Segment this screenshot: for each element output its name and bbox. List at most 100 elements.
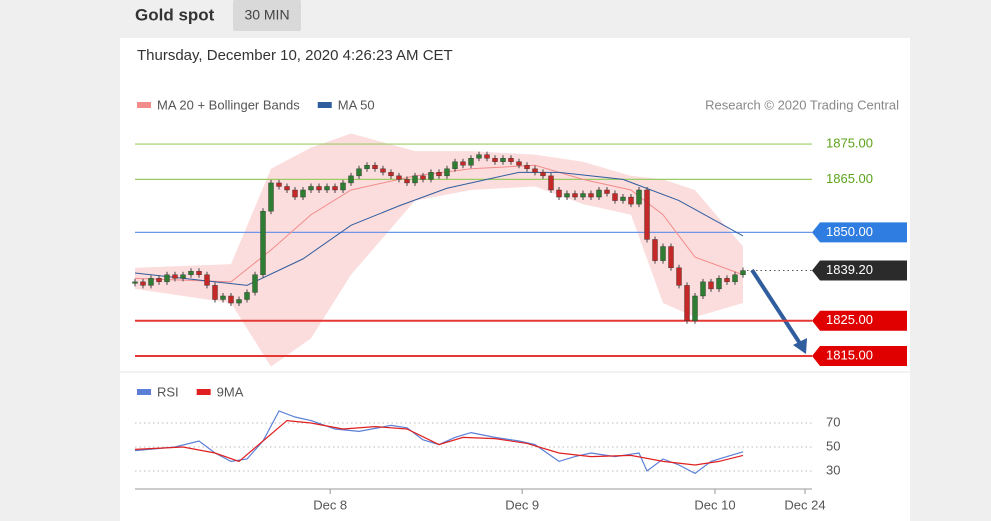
candle [204,274,210,286]
candle [412,175,418,184]
x-tick-label: Dec 24 [784,497,825,512]
candle [316,186,322,191]
level-tag [812,260,907,281]
candle [500,157,506,162]
candle [652,239,658,261]
candle [132,281,138,284]
x-tick-label: Dec 9 [505,497,539,512]
candle [332,186,338,191]
level-label: 1850.00 [826,224,873,239]
candle [252,274,258,293]
x-tick-label: Dec 10 [694,497,735,512]
level-tag [812,222,907,243]
candle [268,182,274,212]
level-label: 1875.00 [826,136,873,151]
y-tick-label: 50 [826,438,840,453]
candle [164,274,170,283]
candle [604,189,610,194]
legend-label: 9MA [217,384,244,399]
candle [140,281,146,286]
candle [540,172,546,177]
level-label: 1839.20 [826,262,873,277]
candle [676,267,682,286]
candle [236,299,242,304]
candle [644,189,650,240]
candle [740,270,746,275]
candle [588,193,594,198]
candle [172,274,178,279]
candle [308,186,314,191]
candle [460,161,466,166]
candle [220,295,226,300]
candle [700,281,706,297]
candle [508,157,514,162]
candle [468,157,474,166]
candle [572,193,578,198]
legend-swatch [196,389,211,395]
candle [716,278,722,290]
legend-swatch [137,102,151,108]
candle [188,271,194,275]
candle [484,154,490,159]
candle [260,210,266,275]
legend-swatch [137,389,151,395]
candle [148,278,154,286]
legend-label: MA 50 [338,97,375,112]
candle [732,274,738,283]
source: Research © 2020 Trading Central [705,97,899,112]
candle [564,193,570,198]
forecast-arrow [750,268,803,347]
candle [580,193,586,198]
candle [636,189,642,205]
candle [708,281,714,290]
candle [436,172,442,177]
candle [612,193,618,201]
candle [364,165,370,169]
candle [660,246,666,261]
legend-swatch [317,102,332,108]
y-tick-label: 30 [826,462,840,477]
level-label: 1825.00 [826,312,873,327]
header-title: Gold spot [135,5,215,24]
candle [348,175,354,184]
candle [372,165,378,169]
candle [516,161,522,166]
level-tag [812,346,907,367]
candle [212,285,218,300]
candle [420,175,426,180]
candle [684,285,690,321]
candle [388,172,394,177]
candle [292,189,298,198]
candle [452,161,458,169]
candle [380,168,386,173]
legend-label: RSI [157,384,179,399]
candle [404,179,410,184]
x-tick-label: Dec 8 [313,497,347,512]
candle [428,172,434,180]
candle [444,168,450,177]
candle [476,154,482,159]
candle [548,175,554,191]
interval-badge [233,0,301,31]
candle [396,175,402,180]
subtitle: Thursday, December 10, 2020 4:26:23 AM C… [137,47,453,64]
candle [596,189,602,198]
candle [340,182,346,191]
ma-line [134,171,744,286]
candle [244,292,250,300]
rsi-line [134,410,744,475]
candle [524,165,530,169]
candle [228,295,234,304]
ma-line [134,164,744,283]
candle [620,196,626,201]
level-label: 1865.00 [826,171,873,186]
candle [532,168,538,173]
level-label: 1815.00 [826,347,873,362]
level-tag [812,310,907,331]
candle [276,182,282,187]
candle [692,295,698,321]
rsi-line [134,419,744,466]
candle [492,157,498,162]
candle [180,274,186,279]
